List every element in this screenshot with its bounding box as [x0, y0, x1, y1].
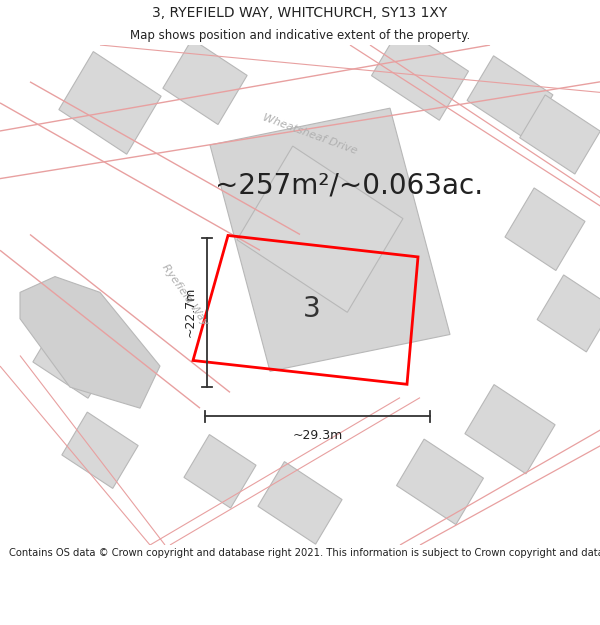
Polygon shape: [62, 412, 138, 488]
Polygon shape: [184, 434, 256, 508]
Text: 3: 3: [302, 295, 320, 323]
Polygon shape: [20, 277, 160, 408]
Polygon shape: [537, 275, 600, 352]
Polygon shape: [33, 313, 117, 398]
Text: Contains OS data © Crown copyright and database right 2021. This information is : Contains OS data © Crown copyright and d…: [9, 548, 600, 558]
Polygon shape: [163, 39, 247, 124]
Polygon shape: [465, 384, 555, 474]
Polygon shape: [520, 95, 600, 174]
Polygon shape: [397, 439, 484, 524]
Polygon shape: [210, 108, 450, 371]
Text: ~29.3m: ~29.3m: [292, 429, 343, 442]
Polygon shape: [59, 52, 161, 154]
Text: 3, RYEFIELD WAY, WHITCHURCH, SY13 1XY: 3, RYEFIELD WAY, WHITCHURCH, SY13 1XY: [152, 6, 448, 19]
Polygon shape: [258, 462, 342, 544]
Polygon shape: [467, 56, 553, 139]
Text: Ryefield Way: Ryefield Way: [160, 262, 210, 328]
Text: ~257m²/~0.063ac.: ~257m²/~0.063ac.: [215, 171, 483, 199]
Polygon shape: [371, 26, 469, 120]
Text: Wheatsheaf Drive: Wheatsheaf Drive: [262, 112, 359, 156]
Polygon shape: [505, 188, 585, 271]
Text: ~22.7m: ~22.7m: [184, 287, 197, 338]
Polygon shape: [237, 146, 403, 312]
Text: Map shows position and indicative extent of the property.: Map shows position and indicative extent…: [130, 29, 470, 42]
